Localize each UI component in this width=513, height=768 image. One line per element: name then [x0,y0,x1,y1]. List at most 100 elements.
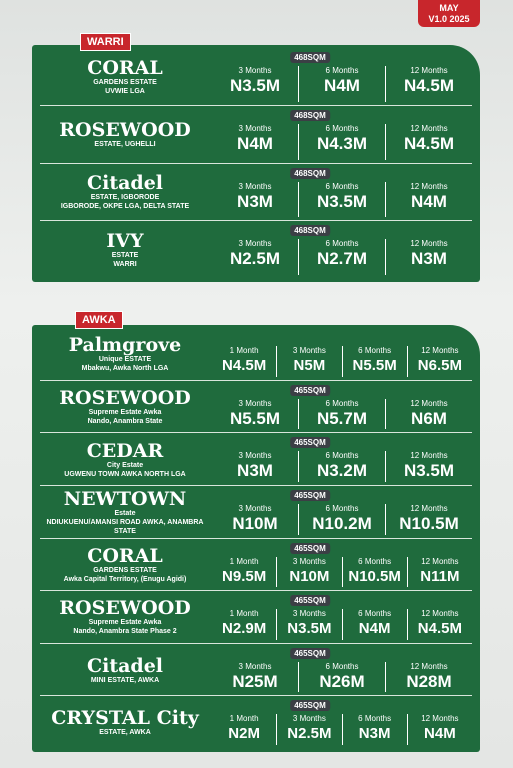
price-column: 3 Months N3.5M [212,66,298,102]
estate-row: NEWTOWN Estate NDIUKUENU/AMANSI ROAD AWKA,… [32,486,480,539]
price-list: 3 Months N2.5M 6 Months N2.7M 12 Months N3M [212,239,472,275]
price: N3M [358,725,391,743]
logo-text: ROSEWOOD [59,597,191,620]
payment-period: 6 Months [325,123,359,133]
estate-row: CORAL GARDENS ESTATE Awka Capital Territor… [32,539,480,592]
price: N4.5M [403,133,455,153]
section-panel: CORAL GARDENS ESTATE UVWIE LGA 468SQM 3 Mont… [32,45,480,282]
row-separator [40,220,472,222]
price: N4.5M [222,357,267,374]
payment-period: 6 Months [325,451,359,461]
section-title: AWKA [75,311,123,329]
logo-text: ROSEWOOD [59,386,191,409]
payment-period: 3 Months [238,451,272,461]
price-column: 3 Months N10M [212,504,298,535]
price: N3M [237,191,273,211]
payment-period: 12 Months [410,661,448,671]
logo-text: CORAL [87,56,163,79]
price-column: 6 Months N3.5M [298,181,385,218]
price: N3M [411,249,447,269]
payment-period: 12 Months [410,181,448,191]
payment-period: 12 Months [410,398,448,408]
price-column: 3 Months N2.5M [276,714,341,745]
price: N4.5M [403,76,455,95]
plot-size: 468SQM [290,52,330,63]
plot-size: 468SQM [290,167,330,179]
price-column: 6 Months N4M [341,609,407,640]
price-list: 1 Month N9.5M 3 Months N10M 6 Months N10.5M 12… [212,556,472,588]
row-separator [40,484,472,486]
price: N4M [237,133,273,153]
row-separator [40,695,472,697]
logo-text: NEWTOWN [63,487,187,510]
price: N4M [324,76,360,95]
estate-logo: ROSEWOOD Supreme Estate Awka Nando, Anambr… [40,591,210,644]
estate-row: ROSEWOOD ESTATE, UGHELLI 468SQM 3 Months N4M… [32,106,480,164]
logo-text: ESTATE, IGBORODE [90,194,160,202]
payment-period: 12 Months [410,451,448,461]
price-column: 6 Months N4.3M [298,123,385,160]
payment-period: 6 Months [325,661,359,671]
payment-period: 6 Months [325,503,359,513]
price-list: 1 Month N4.5M 3 Months N5M 6 Months N5.5M 12 M… [212,346,472,377]
price: N6M [411,408,447,428]
price-column: 12 Months N3M [385,239,472,275]
price: N4.3M [316,133,368,153]
estate-row: IVY ESTATE WARRI 468SQM 3 Months N2.5M 6 Month… [32,221,480,279]
payment-period: 1 Month [229,346,259,355]
price-column: 12 Months N4M [406,714,472,745]
payment-period: 3 Months [238,661,272,671]
price-column: 3 Months N3M [212,182,298,218]
payment-period: 12 Months [410,66,448,75]
row-separator [40,162,472,164]
estate-row: Citadel MINI ESTATE, AWKA 465SQM 3 Months N2… [32,644,480,697]
price-column: 12 Months N10.5M [385,503,472,535]
logo-text: UVWIE LGA [105,87,145,95]
estate-row: ROSEWOOD Supreme Estate Awka Nando, Anambr… [32,381,480,434]
price: N3.5M [403,461,455,481]
estate-logo: CORAL GARDENS ESTATE UVWIE LGA [40,48,210,106]
logo-text: CRYSTAL City [51,707,199,730]
price: N5.7M [316,408,368,428]
estate-logo: Citadel ESTATE, IGBORODE IGBORODE, OKPE LG… [40,164,210,222]
price: N28M [406,671,452,691]
estate-row: ROSEWOOD Supreme Estate Awka Nando, Anambr… [32,591,480,644]
payment-period: 6 Months [358,714,392,724]
price-column: 12 Months N6M [385,398,472,430]
estate-row: Citadel ESTATE, IGBORODE IGBORODE, OKPE LG… [32,164,480,222]
price-list: 3 Months N4M 6 Months N4.3M 12 Months N4.5M [212,123,472,160]
price-column: 3 Months N4M [212,124,298,160]
row-separator [40,379,472,381]
estate-logo: Palmgrove Unique ESTATE Mbakwu, Awka North… [40,328,210,381]
price: N2.5M [287,725,332,743]
price: N4M [411,191,447,211]
price-column: 12 Months N28M [385,661,472,693]
plot-size: 465SQM [290,647,330,659]
price: N10.5M [348,567,401,585]
estate-logo: CORAL GARDENS ESTATE Awka Capital Territor… [40,539,210,592]
estate-row: CORAL GARDENS ESTATE UVWIE LGA 468SQM 3 Mont… [32,48,480,106]
estate-row: CRYSTAL City ESTATE, AWKA 465SQM 1 Month N2M… [32,696,480,749]
price-column: 12 Months N6.5M [406,346,472,377]
payment-period: 3 Months [238,503,272,513]
price-list: 1 Month N2.9M 3 Months N3.5M 6 Months N4M 12 M… [212,609,472,640]
price: N3.2M [316,461,368,481]
price: N10M [289,567,330,585]
price-column: 6 Months N10.2M [298,503,385,535]
payment-period: 3 Months [238,239,272,249]
price-column: 1 Month N2.9M [212,609,276,640]
logo-text: UGWENU TOWN AWKA NORTH LGA [64,470,186,478]
price: N25M [232,671,278,691]
logo-text: Mbakwu, Awka North LGA [81,365,169,373]
price-column: 6 Months N26M [298,661,385,693]
price-column: 3 Months N3.5M [276,609,341,640]
estate-logo: Citadel MINI ESTATE, AWKA [40,644,210,697]
logo-text: ESTATE, UGHELLI [94,141,156,149]
payment-period: 12 Months [421,346,459,355]
estate-logo: NEWTOWN Estate NDIUKUENU/AMANSI ROAD AWKA,… [40,486,210,539]
logo-text: NDIUKUENU/AMANSI ROAD AWKA, ANAMBRA STAT… [46,518,204,535]
badge-version: V1.0 2025 [428,14,470,24]
payment-period: 6 Months [358,609,392,619]
price-column: 1 Month N2M [212,714,276,745]
payment-period: 3 Months [238,66,272,75]
